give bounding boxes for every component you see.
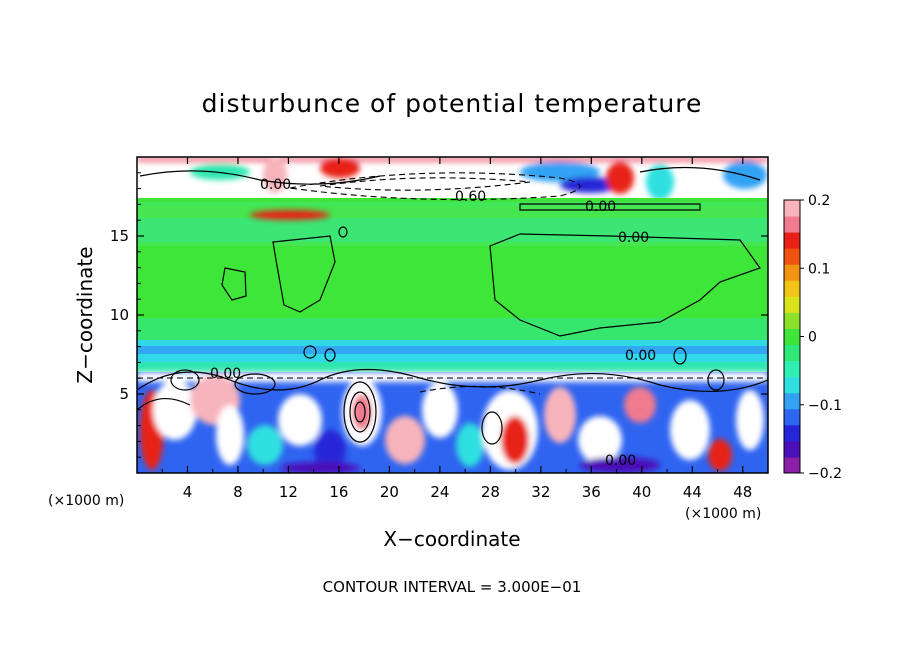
colorbar-swatch	[784, 408, 800, 426]
y-axis: 5 10 15	[110, 172, 768, 458]
chart-title: disturbunce of potential temperature	[202, 89, 703, 118]
colorbar-swatch	[784, 216, 800, 233]
x-tick-label: 20	[380, 483, 399, 501]
x-tick-label: 12	[279, 483, 298, 501]
x-axis-label: X−coordinate	[383, 527, 520, 551]
x-axis: 4 8 12 16 20 24 28 32 36 40 44 48	[161, 157, 752, 501]
contour-label: 0.00	[625, 348, 656, 364]
x-unit-right: (×1000 m)	[685, 506, 761, 522]
colorbar-tick-label: −0.2	[808, 466, 842, 482]
x-tick-label: 40	[632, 483, 651, 501]
contour-interval-note: CONTOUR INTERVAL = 3.000E−01	[323, 578, 582, 596]
colorbar-tick-label: 0.1	[808, 261, 830, 277]
contour-label: 0.60	[455, 189, 486, 205]
x-unit-left: (×1000 m)	[48, 493, 124, 509]
colorbar-swatch	[784, 312, 800, 329]
x-tick-label: 44	[683, 483, 702, 501]
colorbar-swatch	[784, 344, 800, 362]
x-tick-label: 4	[183, 483, 193, 501]
colorbar-swatch	[784, 328, 800, 346]
colorbar-swatch	[784, 424, 800, 442]
contour-lines	[137, 166, 768, 445]
colorbar-swatch	[784, 360, 800, 378]
colorbar: 0.2 0.1 0 −0.1 −0.2	[783, 193, 842, 482]
contour-label: 0.00	[618, 230, 649, 246]
colorbar-tick-label: 0.2	[808, 193, 830, 209]
colorbar-swatch	[784, 440, 800, 458]
colorbar-swatch	[784, 264, 800, 281]
colorbar-swatch	[784, 280, 800, 297]
colorbar-tick-label: −0.1	[808, 398, 842, 414]
x-tick-label: 48	[733, 483, 752, 501]
contour-label: 0.00	[585, 199, 616, 215]
colorbar-swatch	[784, 392, 800, 410]
heatmap-field: 0.00 0.60 0.00 0.00 0.00 0.00 0.00	[137, 157, 768, 473]
y-tick-label: 15	[110, 227, 129, 245]
contour-label: 0.00	[210, 366, 241, 382]
colorbar-swatch	[784, 200, 800, 217]
y-tick-label: 5	[119, 385, 129, 403]
contour-label: 0.00	[605, 453, 636, 469]
y-tick-label: 10	[110, 306, 129, 324]
x-tick-label: 28	[481, 483, 500, 501]
contour-label: 0.00	[260, 177, 291, 193]
x-tick-label: 16	[329, 483, 348, 501]
y-axis-label: Z−coordinate	[73, 246, 97, 383]
x-tick-label: 24	[430, 483, 449, 501]
colorbar-swatch	[784, 248, 800, 265]
colorbar-swatch	[784, 456, 800, 474]
x-tick-label: 8	[233, 483, 243, 501]
colorbar-swatch	[784, 376, 800, 394]
x-tick-label: 36	[582, 483, 601, 501]
colorbar-swatch	[784, 296, 800, 313]
colorbar-tick-label: 0	[808, 330, 817, 346]
colorbar-swatch	[784, 232, 800, 249]
x-tick-label: 32	[531, 483, 550, 501]
